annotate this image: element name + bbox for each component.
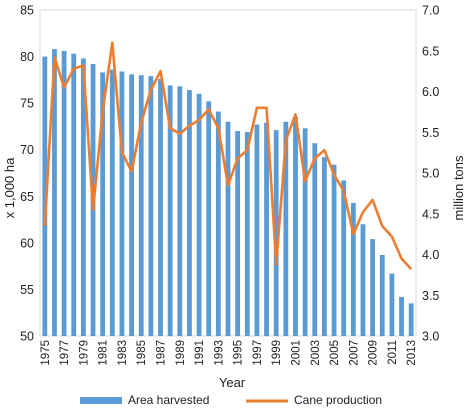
bar-2009 [370,239,375,336]
x-tick-2001: 2001 [290,340,302,366]
y-axis-left-label: x 1,000 ha [2,157,17,218]
bar-1978 [71,54,76,336]
x-tick-2011: 2011 [387,340,399,365]
bar-1987 [158,79,163,336]
right-tick-4.5: 4.5 [422,207,439,221]
right-tick-4.0: 4.0 [422,248,439,262]
bar-1984 [129,74,134,336]
x-tick-1983: 1983 [117,340,129,366]
left-tick-75: 75 [20,97,34,111]
x-tick-1977: 1977 [59,340,71,366]
x-tick-1987: 1987 [156,340,168,366]
x-tick-2005: 2005 [329,340,341,366]
right-tick-3.5: 3.5 [422,289,439,303]
bar-2011 [389,274,394,336]
bar-2002 [303,128,308,336]
x-tick-2013: 2013 [406,340,418,366]
x-tick-2003: 2003 [310,340,322,366]
bar-1996 [245,132,250,336]
left-axis-ticks: 50 55 60 65 70 75 80 85 [20,4,34,344]
x-axis-label: Year [219,375,246,390]
bar-1982 [110,70,115,336]
x-axis-ticks: 1975 1977 1979 1981 1983 1985 1987 1989 1991 1993… [40,340,418,366]
x-tick-1993: 1993 [213,340,225,366]
x-tick-1991: 1991 [194,340,206,366]
left-tick-65: 65 [20,190,34,204]
bar-1986 [148,76,153,336]
bar-2003 [312,143,317,336]
left-tick-50: 50 [20,330,34,344]
x-tick-1981: 1981 [98,340,110,366]
right-tick-3.0: 3.0 [422,330,439,344]
legend-label-cane-production: Cane production [294,393,382,407]
x-tick-1985: 1985 [136,340,148,366]
x-tick-1979: 1979 [78,340,90,366]
bar-1977 [62,51,67,336]
left-tick-60: 60 [20,236,34,250]
y-axis-right-label: million tons [451,155,466,221]
bar-2013 [409,303,414,336]
bar-2012 [399,297,404,336]
bar-1991 [197,94,202,336]
bar-2005 [332,165,337,336]
right-axis-ticks: 3.0 3.5 4.0 4.5 5.0 5.5 6.0 6.5 7.0 [422,4,439,344]
right-tick-6.5: 6.5 [422,44,439,58]
right-tick-5.5: 5.5 [422,126,439,140]
left-tick-55: 55 [20,283,34,297]
bar-2010 [380,255,385,336]
bar-1989 [177,86,182,336]
legend-label-area-harvested: Area harvested [128,393,209,407]
left-tick-80: 80 [20,50,34,64]
right-tick-7.0: 7.0 [422,4,439,18]
bar-1994 [226,122,231,336]
bar-2004 [322,157,327,336]
left-tick-70: 70 [20,143,34,157]
bar-1992 [206,101,211,336]
x-tick-2009: 2009 [368,340,380,366]
right-tick-6.0: 6.0 [422,85,439,99]
left-tick-85: 85 [20,4,34,18]
right-tick-5.0: 5.0 [422,167,439,181]
x-tick-1975: 1975 [40,340,52,366]
x-tick-1989: 1989 [175,340,187,366]
bar-2008 [361,224,366,336]
x-tick-1995: 1995 [233,340,245,366]
bar-series [42,49,413,336]
x-tick-1999: 1999 [271,340,283,366]
bar-1997 [255,125,260,336]
x-tick-2007: 2007 [348,340,360,366]
bar-1983 [120,71,125,336]
legend-swatch-area-harvested [80,397,122,404]
x-tick-1997: 1997 [252,340,264,366]
bar-2001 [293,117,298,336]
legend: Area harvested Cane production [80,393,382,407]
